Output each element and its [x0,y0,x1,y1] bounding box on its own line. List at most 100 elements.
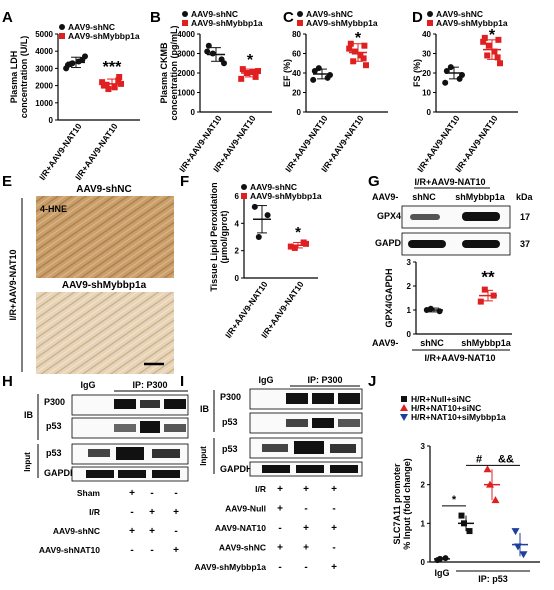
panel-g-col-shnc: shNC [412,192,436,202]
data-point [480,38,487,45]
condition-label: AAV9-Null [225,504,266,514]
condition-mark: + [277,484,283,495]
condition-mark: - [304,504,307,515]
significance-ampersand: && [498,453,514,465]
condition-mark: + [173,545,179,556]
legend-marker [59,33,65,39]
y-axis-label: Tissue Lipid Peroxidation [209,182,219,291]
band-i-gapdh-1 [262,465,290,473]
panel-label-h: H [2,373,13,390]
condition-label: I/R [89,507,100,517]
panel-label-i: I [180,373,184,390]
data-point [303,240,309,247]
band-h-gapdh-2 [118,470,146,478]
panel-h-row-gapdh: GAPDH [44,468,77,478]
legend-marker [297,11,303,17]
band-gapdh-shmybbp1a [462,240,500,248]
data-point [251,203,258,210]
condition-label: Sham [77,488,101,498]
data-point [346,45,353,52]
y-tick-label: 10 [422,89,431,98]
panel-g-header: I/R+AAV9-NAT10 [415,177,486,187]
band-i-input-p53-1 [262,444,288,452]
condition-mark: - [150,545,153,556]
y-tick-label: 0 [297,108,302,117]
y-tick-label: 3000 [177,50,195,59]
condition-mark: + [303,484,309,495]
y-axis-label: Plasma CKMB [159,42,169,104]
panel-g-blot: I/R+AAV9-NAT10 AAV9- shNC shMybbp1a kDa … [372,177,534,363]
y-tick-label: 1000 [35,99,53,108]
legend-label: AAV9-shNC [306,9,353,19]
panel-h-row-p53: p53 [46,421,62,431]
data-point [327,71,333,78]
legend-marker [401,396,407,402]
panel-label-e: E [2,173,12,190]
panel-h-row-input-p53: p53 [46,448,62,458]
panel-label-b: B [150,9,161,26]
data-point [497,60,503,67]
band-h-gapdh-3 [152,470,180,478]
legend-label: AAV9-shNC [436,9,483,19]
condition-label: AAV9-shNC [219,543,266,553]
data-point [255,234,262,240]
condition-mark: + [173,507,179,518]
panel-g-kda: kDa [516,192,534,202]
data-point [347,40,354,47]
band-h-p53-2 [140,421,160,433]
panel-g-kda-gapdh: 37 [520,239,530,249]
data-point [360,55,367,62]
data-point [255,68,261,75]
y-tick-label: 4000 [35,47,53,56]
legend-label: H/R+NAT10+siNC [411,403,481,413]
panel-h-coip: IgG IP: P300 IB P300 p53 Input p53 GAPDH… [23,380,189,556]
y-tick-label: 40 [422,30,431,39]
y-tick-label: 0 [407,330,412,339]
data-point [436,308,443,315]
data-point [351,48,358,55]
panel-e-side-label: I/R+AAV9-NAT10 [8,250,18,321]
y-tick-label: 40 [292,69,301,78]
y-axis-label: EF (%) [282,59,292,87]
y-tick-label: 2 [235,247,240,256]
data-point [361,42,368,49]
data-point [63,65,70,72]
y-tick-label: 1000 [177,89,195,98]
data-point [249,69,256,76]
y-tick-label: 1 [407,306,412,315]
data-point [238,75,245,82]
band-gpx4-shnc [410,214,440,220]
panel-i-coip: IgG IP: P300 IB P300 p53 Input p53 GAPDH… [194,375,363,573]
data-point [111,84,118,91]
band-i-p300-2 [312,393,334,404]
y-axis-label: concentration (pg/mL) [169,26,179,121]
legend-label: AAV9-shMybbp1a [250,191,322,201]
data-point [442,79,449,86]
band-h-gapdh-1 [86,470,114,478]
condition-mark: - [278,562,281,573]
data-point [485,42,492,49]
panel-g-row-gpx4: GPX4 [377,211,401,221]
panel-e-stain-label: 4-HNE [40,204,67,214]
data-point [252,73,259,80]
histology-image-top [36,196,174,278]
histology-image-bottom [36,292,174,374]
band-h-input-p53-2 [116,447,144,460]
condition-mark: + [149,507,155,518]
significance-star: * [295,224,301,241]
panel-g-aav9-label: AAV9- [372,192,398,202]
data-point [519,551,528,559]
data-point [458,512,465,519]
condition-label: AAV9-shNC [53,526,100,536]
y-tick-label: 6 [235,192,240,201]
data-point [466,528,473,535]
y-tick-label: 0 [235,274,240,283]
y-tick-label: 4000 [177,30,195,39]
data-point [75,58,82,65]
panel-label-f: F [180,173,189,190]
data-point [205,42,212,49]
y-tick-label: 5000 [35,30,53,39]
y-tick-label: 2000 [35,82,53,91]
